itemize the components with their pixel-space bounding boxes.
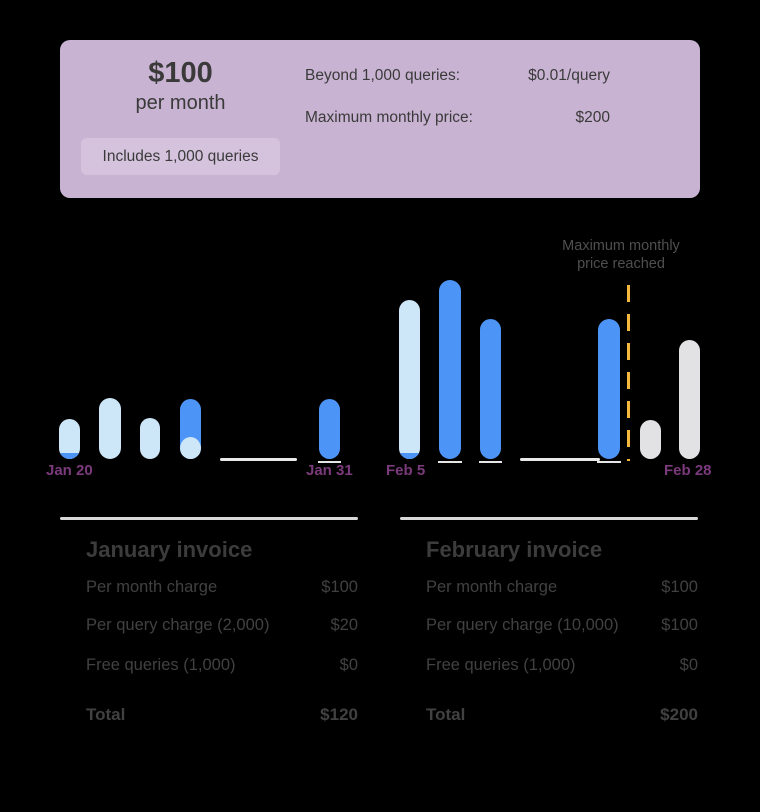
baseline-tick [438,460,462,463]
row-label: Per month charge [426,577,558,596]
total-value: $200 [660,705,698,724]
invoice-title: January invoice [86,537,253,562]
axis-label-feb-28: Feb 28 [664,462,712,479]
axis-label-feb-5: Feb 5 [386,462,426,479]
baseline-segment [220,458,297,461]
row-value: $100 [661,615,698,634]
total-label: Total [86,705,126,724]
icon-slot-empty [60,705,86,726]
row-value: $100 [321,577,358,596]
pricing-card: $100 per month Includes 1,000 queries Be… [60,40,700,198]
detail-value: $200 [575,109,610,126]
detail-value: $0.01/query [528,67,610,84]
chart-bar-paid [319,399,340,459]
free-bottom-segment [180,437,201,459]
january-invoice: January invoice Per month charge $100 Pe… [60,517,358,732]
baseline-tick [479,460,502,463]
row-value: $100 [661,577,698,596]
price-block: $100 per month [81,58,280,116]
chart-bar-free [99,398,121,459]
invoice-row-per-query: Per query charge (2,000) $20 [60,613,358,637]
baseline-segment [520,458,600,461]
chart-bar-paid [598,319,620,459]
axis-label-jan-31: Jan 31 [306,462,353,479]
invoice-title: February invoice [426,537,603,562]
detail-label: Maximum monthly price: [305,109,473,126]
february-invoice: February invoice Per month charge $100 P… [400,517,698,732]
paid-base-segment [399,453,420,459]
row-value: $0 [339,655,358,674]
chart-area: Maximum monthly price reached Jan 20 Jan… [46,237,719,479]
row-value: $0 [679,655,698,674]
chart-bar-over_cap [640,420,661,459]
chart-bar-free [140,418,160,459]
price-amount: $100 [148,57,213,89]
chart-bar-paid_with_free_bottom [180,399,201,459]
total-value: $120 [320,705,358,724]
annotation-line1: Maximum monthly [562,238,680,254]
baseline-tick [318,460,341,463]
detail-row-beyond-queries: Beyond 1,000 queries: $0.01/query [305,66,610,86]
invoice-total-row: Total $120 [60,703,358,727]
icon-slot [400,655,426,676]
icon-slot [400,615,426,636]
icon-slot-empty [60,577,86,598]
invoice-row-per-month: Per month charge $100 [60,575,358,599]
row-label: Free queries (1,000) [426,655,576,674]
axis-label-jan-20: Jan 20 [46,462,93,479]
total-label: Total [426,705,466,724]
detail-row-max-price: Maximum monthly price: $200 [305,108,610,128]
row-label: Per query charge (10,000) [426,615,619,634]
invoice-row-per-query: Per query charge (10,000) $100 [400,613,698,637]
invoice-divider [400,517,698,520]
chart-bar-free_with_paid_base [59,419,80,459]
price-period: per month [135,92,226,114]
chart-bar-paid [480,319,501,459]
chart-bar-free_with_paid_base [399,300,420,459]
annotation-line2: price reached [577,256,665,272]
max-price-dashed-line [626,285,630,461]
row-label: Per query charge (2,000) [86,615,270,634]
row-value: $20 [330,615,358,634]
icon-slot [60,655,86,676]
invoice-total-row: Total $200 [400,703,698,727]
icon-slot-empty [400,705,426,726]
icon-slot [60,615,86,636]
invoice-divider [60,517,358,520]
chart-bar-paid [439,280,461,459]
baseline-tick [597,460,621,463]
row-label: Free queries (1,000) [86,655,236,674]
icon-slot-empty [400,577,426,598]
paid-base-segment [59,453,80,459]
detail-label: Beyond 1,000 queries: [305,67,461,84]
invoice-row-per-month: Per month charge $100 [400,575,698,599]
includes-badge: Includes 1,000 queries [81,138,280,175]
chart-bar-over_cap [679,340,700,459]
row-label: Per month charge [86,577,218,596]
invoice-row-free-queries: Free queries (1,000) $0 [400,653,698,677]
invoice-row-free-queries: Free queries (1,000) $0 [60,653,358,677]
max-price-annotation: Maximum monthly price reached [523,237,719,273]
